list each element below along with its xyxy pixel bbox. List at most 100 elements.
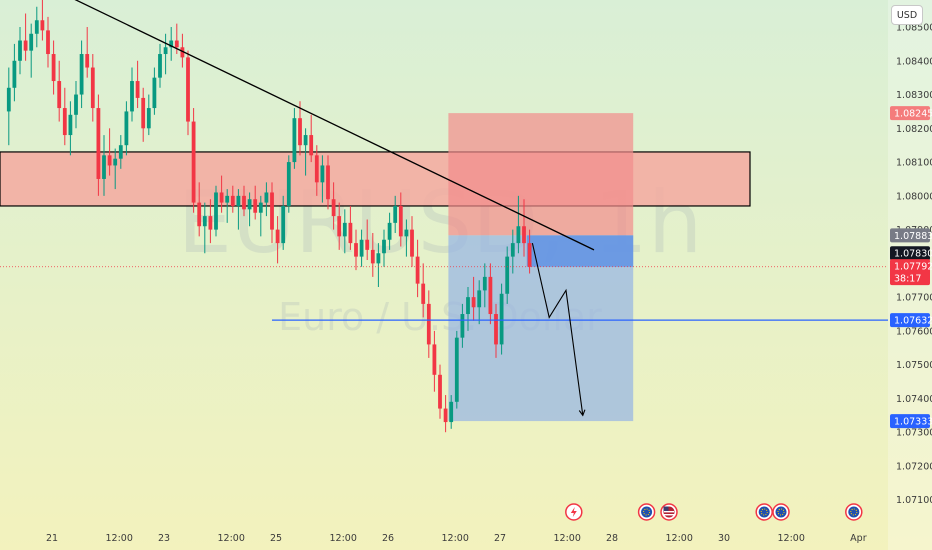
drawing-lines[interactable] (0, 0, 888, 417)
lightning-glyph (570, 507, 577, 517)
candle-body (270, 192, 274, 230)
candle-body (12, 60, 17, 88)
candle-body (163, 47, 168, 55)
flag-base (758, 506, 770, 518)
candle (169, 27, 174, 61)
candle (365, 219, 370, 260)
candle (135, 60, 140, 109)
eur-flag-icon[interactable] (845, 503, 863, 521)
axis-price-label: 1.08245 (890, 106, 932, 121)
price-tick-label: 1.08100 (896, 158, 932, 169)
candle-body (404, 229, 409, 237)
stop-loss-zone (448, 113, 634, 236)
time-tick-label: 23 (158, 533, 170, 544)
short-position-tool[interactable] (448, 113, 634, 422)
candle-body (90, 67, 95, 109)
candle-body (85, 54, 90, 68)
axis-price-label: 1.07333 (890, 414, 932, 429)
candle (376, 243, 381, 288)
resistance-zone[interactable] (0, 151, 751, 207)
candle-body (113, 158, 118, 166)
candle (292, 108, 297, 169)
candle (354, 229, 358, 271)
price-tick-label: 1.07600 (896, 326, 932, 337)
candle-body (230, 195, 235, 206)
flag-stars (777, 508, 785, 516)
candle-body (387, 222, 392, 240)
candle (6, 67, 11, 146)
currency-button[interactable]: USD (891, 5, 923, 25)
economic-events[interactable] (565, 503, 863, 521)
candle-body (96, 108, 101, 179)
time-axis[interactable]: 21 12:00 23 12:00 25 12:00 26 12:00 27 12:00 28 12:… (46, 533, 867, 544)
flag-base (641, 506, 653, 518)
candle (141, 87, 146, 142)
candle (230, 185, 235, 213)
candle-body (186, 57, 190, 122)
candle-body (298, 118, 302, 146)
candle (382, 229, 386, 267)
time-tick-label: 12:00 (666, 533, 693, 544)
lightning-event-icon[interactable] (565, 503, 583, 521)
time-tick-label: 12:00 (106, 533, 133, 544)
flag-stars (850, 508, 858, 516)
candle (499, 283, 504, 355)
time-tick-label: 12:00 (554, 533, 581, 544)
candle-body (34, 20, 39, 34)
projection-arrowhead (578, 409, 586, 417)
axis-price-label-bg (890, 246, 930, 261)
flag-base (848, 506, 860, 518)
candle (516, 195, 521, 254)
price-axis[interactable]: 1.08500 1.08400 1.08300 1.08200 1.08100 1.080… (888, 0, 932, 550)
candle-body (471, 297, 476, 308)
candle (527, 229, 532, 274)
candle (40, 0, 45, 41)
candle (29, 23, 34, 78)
candle (146, 94, 151, 136)
candle-body (292, 118, 297, 163)
axis-price-label-bg (890, 313, 930, 328)
candle-body (421, 283, 426, 304)
us-flag-icon[interactable] (660, 503, 678, 521)
price-labels: 1.082451.078831.078301.0779238:171.07632… (890, 106, 932, 429)
candle (51, 40, 56, 95)
candle (348, 205, 353, 250)
candle (410, 216, 414, 267)
candle (449, 395, 454, 429)
candle (443, 395, 448, 433)
candle-body (505, 256, 510, 294)
candle-body (191, 121, 196, 203)
candle (454, 330, 459, 409)
eur-flag-icon[interactable] (637, 503, 656, 521)
candle (320, 155, 325, 203)
candle-body (382, 239, 386, 254)
flag-stripe (664, 511, 674, 513)
candle (68, 101, 73, 156)
candle-body (219, 192, 224, 203)
candle (197, 182, 202, 237)
time-tick-label: 30 (718, 533, 730, 544)
eur-flag-icon[interactable] (772, 503, 790, 521)
candle-body (214, 192, 218, 230)
eur-flag-icon[interactable] (755, 503, 773, 521)
candle (12, 43, 17, 102)
candle-body (197, 202, 202, 227)
axis-price-label-countdown: 38:17 (894, 274, 921, 285)
candle (62, 87, 67, 146)
axis-price-label-text: 1.07883 (894, 231, 932, 242)
candle-body (376, 253, 381, 264)
candle (466, 287, 470, 331)
candle (477, 280, 482, 325)
candle (303, 128, 308, 176)
candle-body (130, 81, 134, 112)
candle (387, 212, 392, 250)
candle (270, 182, 274, 244)
candle-body (460, 314, 465, 338)
candle-body (174, 40, 179, 48)
candle-body (180, 47, 185, 58)
time-tick-label: 27 (494, 533, 506, 544)
candle (202, 202, 207, 254)
candle (264, 182, 269, 217)
